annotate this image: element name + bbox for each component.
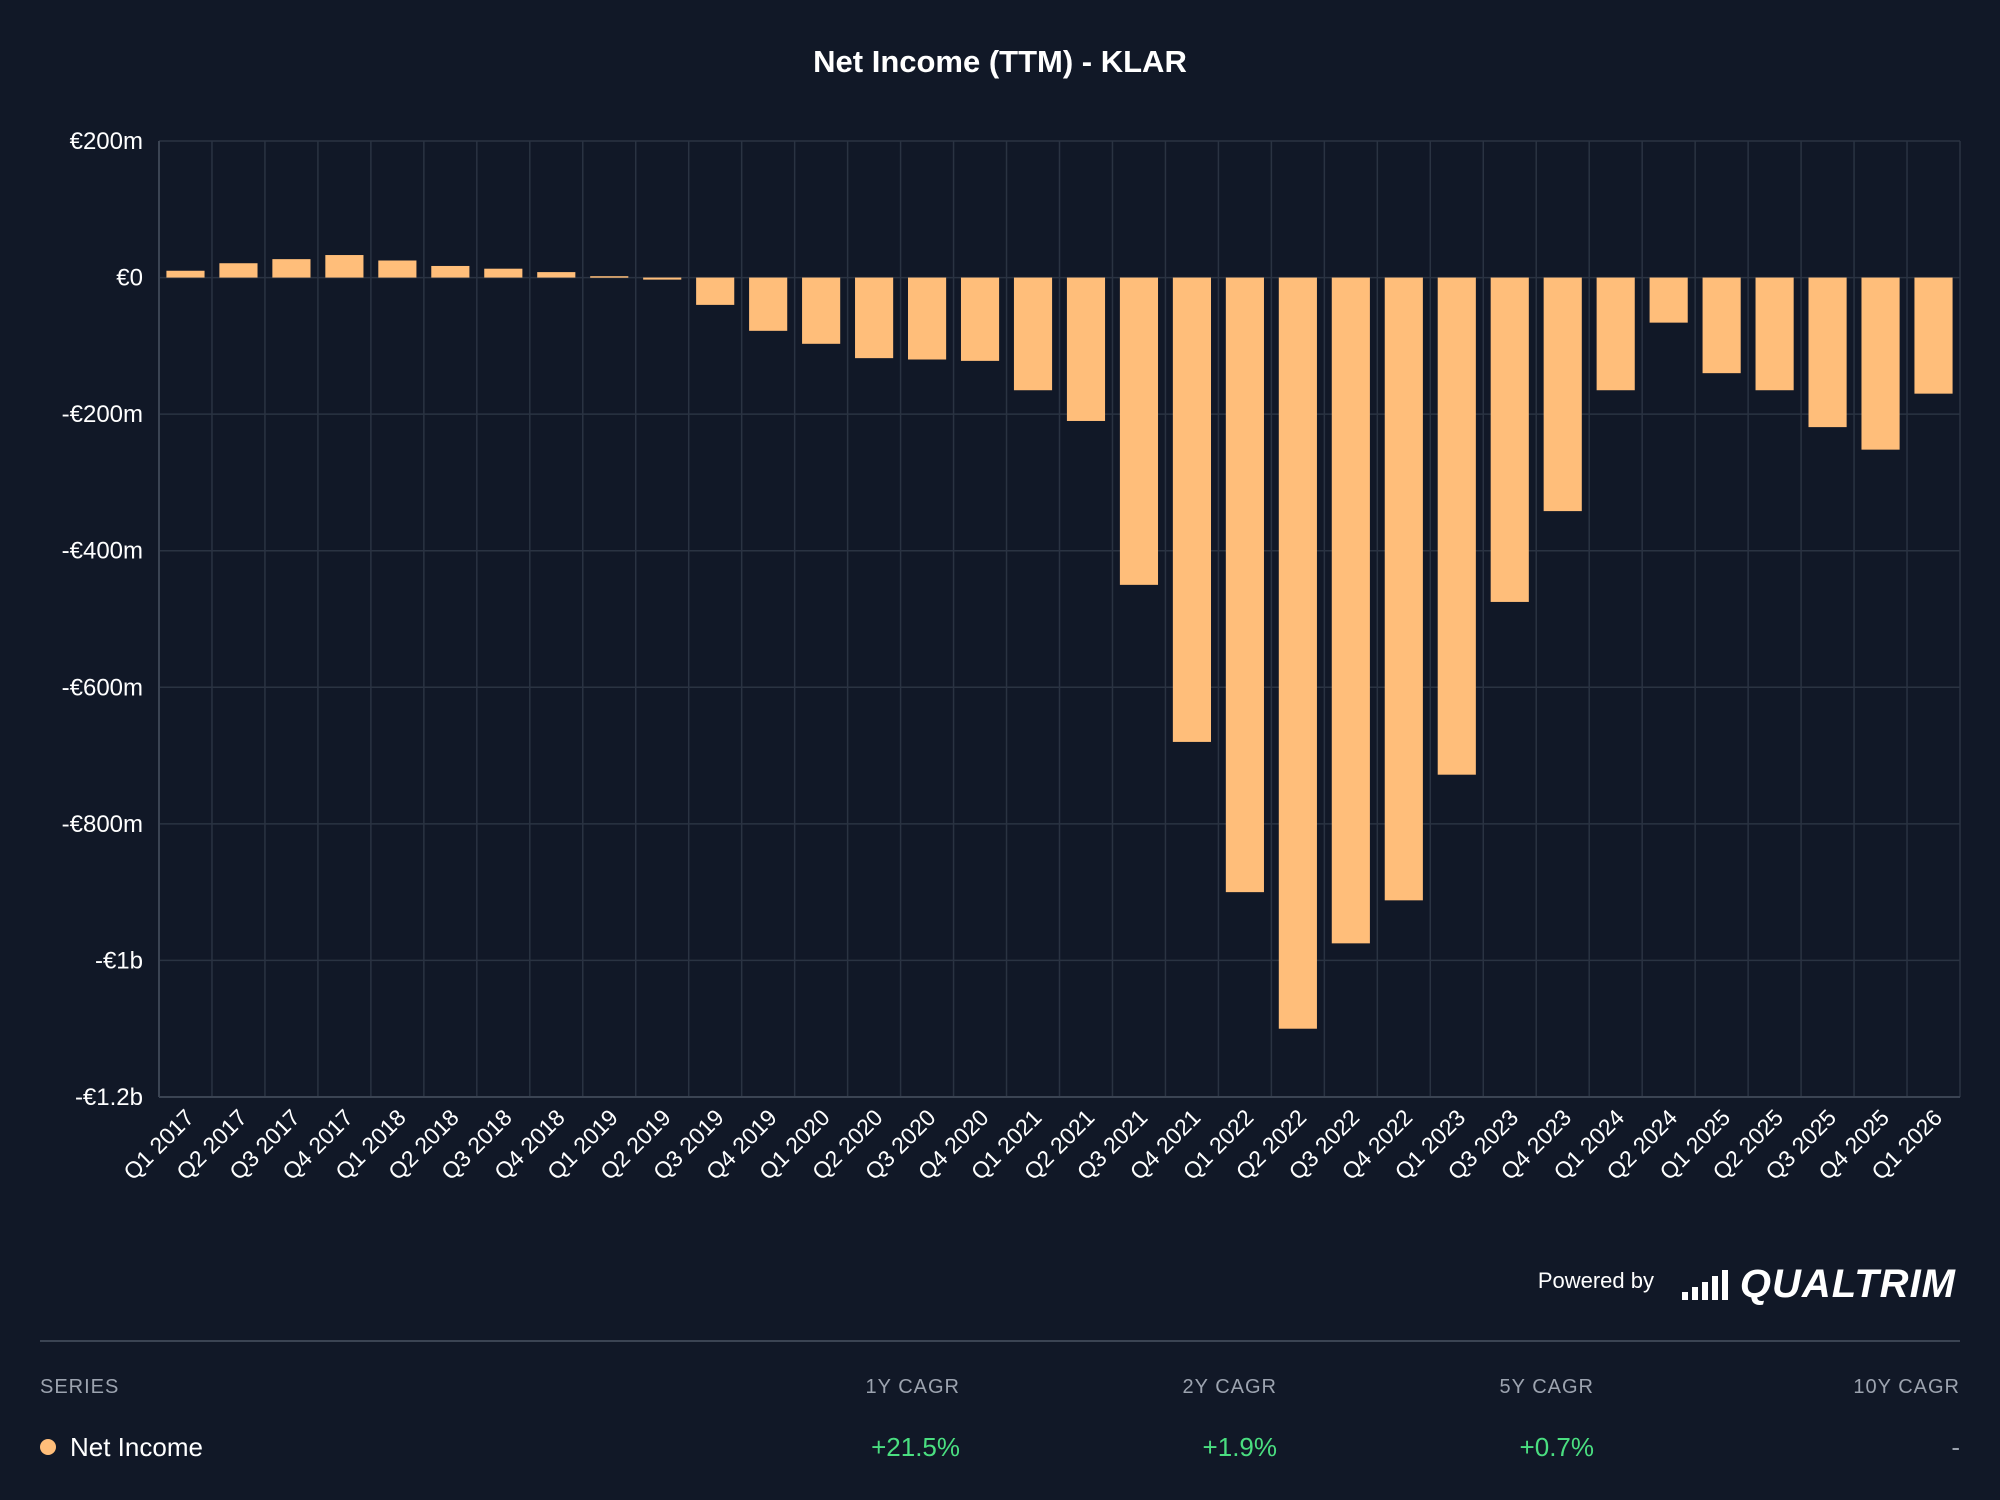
header-5y-cagr: 5Y CAGR (1499, 1376, 1594, 1398)
header-series: SERIES (40, 1376, 120, 1398)
series-cell[interactable]: Net Income (40, 1432, 203, 1463)
bar[interactable] (643, 277, 682, 280)
bar[interactable] (378, 260, 417, 278)
bar[interactable] (908, 277, 947, 360)
header-2y-cagr: 2Y CAGR (1182, 1376, 1277, 1398)
y-tick-label: -€200m (62, 401, 143, 428)
bar[interactable] (1861, 277, 1900, 450)
bar[interactable] (1384, 277, 1423, 901)
bar[interactable] (272, 259, 311, 278)
bar[interactable] (1596, 277, 1635, 391)
bar[interactable] (802, 277, 841, 344)
divider (40, 1340, 1960, 1342)
bar[interactable] (1066, 277, 1106, 421)
series-name: Net Income (70, 1432, 203, 1462)
bar[interactable] (1755, 277, 1794, 391)
bar[interactable] (749, 277, 788, 331)
cagr-10y-value: - (1951, 1432, 1960, 1462)
y-tick-label: €0 (116, 265, 143, 292)
grid (158, 140, 1961, 1098)
signal-bars-icon (1681, 1269, 1728, 1300)
bar[interactable] (960, 277, 1000, 361)
bar[interactable] (1278, 277, 1317, 1029)
header-1y-cagr: 1Y CAGR (865, 1376, 960, 1398)
bar[interactable] (1702, 277, 1741, 374)
bar[interactable] (1543, 277, 1582, 512)
cagr-table-header: SERIES 1Y CAGR 2Y CAGR 5Y CAGR 10Y CAGR (40, 1376, 1960, 1406)
y-tick-label: €200m (70, 128, 143, 155)
bar[interactable] (1013, 277, 1053, 391)
y-tick-label: -€1b (95, 947, 143, 974)
bar[interactable] (431, 265, 470, 278)
brand-logo[interactable]: QUALTRIM (1681, 1262, 1956, 1307)
y-tick-label: -€400m (62, 538, 143, 565)
bar[interactable] (696, 277, 735, 305)
cagr-1y-value: +21.5% (871, 1432, 960, 1462)
bar[interactable] (590, 276, 629, 278)
table-row[interactable]: Net Income +21.5% +1.9% +0.7% - (40, 1432, 1960, 1466)
y-tick-label: -€800m (62, 811, 143, 838)
bar[interactable] (537, 272, 576, 278)
bar[interactable] (1437, 277, 1476, 775)
y-tick-label: -€600m (62, 674, 143, 701)
bars (166, 255, 1953, 1029)
chart-title: Net Income (TTM) - KLAR (813, 44, 1187, 79)
powered-by-label: Powered by (1537, 1268, 1654, 1293)
bar[interactable] (1331, 277, 1370, 944)
bar[interactable] (166, 270, 205, 278)
bar[interactable] (1490, 277, 1529, 602)
chart: Net Income (TTM) - KLAR €200m €0 -€200m -€4… (62, 44, 1961, 1185)
brand-name: QUALTRIM (1739, 1262, 1956, 1306)
bar[interactable] (855, 277, 894, 359)
bar[interactable] (1914, 277, 1953, 394)
bar[interactable] (1119, 277, 1159, 585)
cagr-2y-value: +1.9% (1202, 1432, 1277, 1462)
header-10y-cagr: 10Y CAGR (1853, 1376, 1960, 1398)
bar[interactable] (1225, 277, 1264, 893)
bar[interactable] (484, 268, 523, 278)
y-tick-label: -€1.2b (75, 1084, 143, 1111)
bar[interactable] (1172, 277, 1211, 742)
bar[interactable] (1808, 277, 1847, 428)
bar[interactable] (1649, 277, 1688, 323)
cagr-5y-value: +0.7% (1519, 1432, 1594, 1462)
bar[interactable] (219, 263, 258, 278)
bar[interactable] (325, 255, 364, 278)
y-axis: €200m €0 -€200m -€400m -€600m -€800m -€1b -€1.2… (62, 128, 143, 1111)
series-color-dot (40, 1439, 56, 1456)
